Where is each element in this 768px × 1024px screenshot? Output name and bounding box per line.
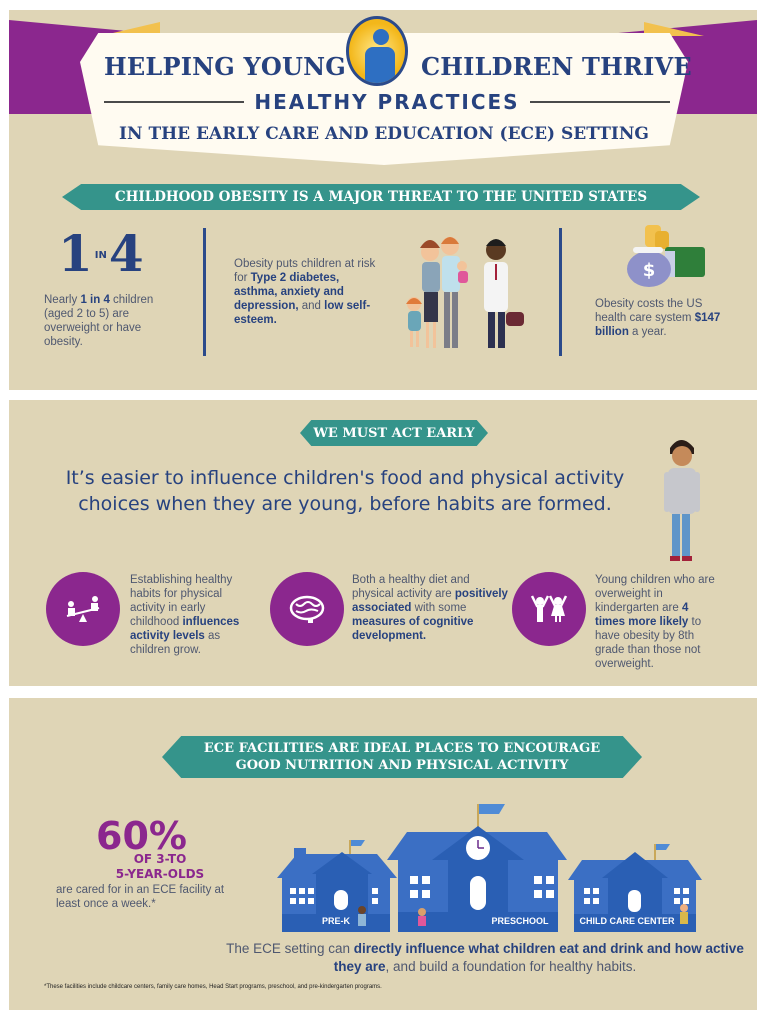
- building-label-child-care-center: CHILD CARE CENTER: [579, 916, 675, 926]
- seesaw-icon: [46, 572, 120, 646]
- building-label-prek: PRE-K: [321, 916, 350, 926]
- stat-age-line2: 5-YEAR-OLDS: [115, 867, 205, 881]
- stat-num2: 4: [108, 224, 144, 283]
- divider: [104, 101, 245, 103]
- stat-text: Nearly 1 in 4 children (aged 2 to 5) are…: [44, 294, 154, 348]
- boy-illustration-icon: [664, 440, 700, 561]
- family-doctor-icon: [406, 237, 524, 348]
- banner-act-early: WE MUST ACT EARLY: [300, 420, 488, 446]
- stat-age-group: OF 3-TO 5-YEAR-OLDS: [60, 852, 260, 882]
- subtitle-row: HEALTHY PRACTICES: [104, 90, 670, 114]
- stat-age-line1: OF 3-TO: [133, 852, 187, 866]
- divider: [559, 228, 562, 356]
- svg-text:$: $: [643, 260, 656, 281]
- banner-ece-facilities: ECE FACILITIES ARE IDEAL PLACES TO ENCOU…: [162, 736, 642, 778]
- children-icon: [512, 572, 586, 646]
- brain-icon: [270, 572, 344, 646]
- divider: [203, 228, 206, 356]
- title-right: CHILDREN THRIVE: [421, 52, 692, 81]
- panel-act-early: [9, 400, 757, 686]
- fact-physical-activity: Establishing healthy habits for physical…: [130, 574, 240, 656]
- child-sunburst-logo-icon: [346, 16, 408, 86]
- money-bag-icon: $: [627, 225, 705, 287]
- building-label-preschool: PRESCHOOL: [491, 916, 549, 926]
- stat-num1: 1: [58, 224, 93, 283]
- banner-obesity-threat: CHILDHOOD OBESITY IS A MAJOR THREAT TO T…: [62, 184, 700, 210]
- stat-60-percent: 60%: [96, 814, 187, 858]
- tagline: IN THE EARLY CARE AND EDUCATION (ECE) SE…: [119, 124, 649, 144]
- fact-overweight-kindergarten: Young children who are overweight in kin…: [595, 574, 715, 670]
- act-early-headline: It’s easier to influence children's food…: [65, 467, 625, 515]
- divider: [529, 101, 670, 103]
- footnote: *These facilities include childcare cent…: [44, 984, 382, 990]
- fact-cognitive-development: Both a healthy diet and physical activit…: [352, 574, 508, 642]
- ece-attendance-text: are cared for in an ECE facility at leas…: [56, 884, 225, 910]
- stat-1-in-4: 1 IN 4: [58, 226, 144, 282]
- subtitle: HEALTHY PRACTICES: [254, 90, 520, 114]
- ece-influence-text: The ECE setting can directly influence w…: [226, 941, 744, 974]
- stat-in: IN: [94, 250, 107, 261]
- cost-text: Obesity costs the US health care system …: [595, 298, 721, 338]
- school-buildings-icon: [277, 804, 702, 932]
- risk-text: Obesity puts children at risk for Type 2…: [234, 258, 376, 326]
- title-left: HELPING YOUNG: [104, 52, 346, 81]
